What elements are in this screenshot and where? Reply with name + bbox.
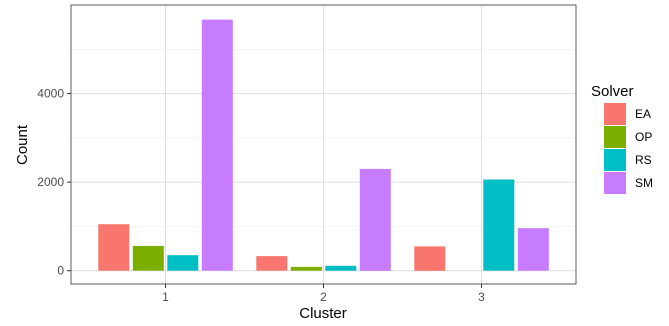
legend: Solver EA OP RS SM [591, 83, 653, 194]
x-axis-ticks: 1 2 3 [162, 284, 485, 304]
legend-key-ea [604, 103, 626, 125]
bar-ea-cluster-2 [256, 256, 288, 271]
legend-key-sm [604, 172, 626, 194]
bars [98, 19, 549, 271]
bar-rs-cluster-1 [167, 255, 199, 271]
legend-key-op [604, 126, 626, 148]
y-axis-ticks: 0 2000 4000 [37, 87, 71, 278]
y-axis-title: Count [14, 124, 31, 165]
bar-sm-cluster-2 [359, 168, 391, 271]
bar-rs-cluster-3 [483, 179, 515, 271]
bar-rs-cluster-2 [325, 265, 357, 271]
y-tick-label: 0 [57, 264, 64, 278]
bar-op-cluster-1 [132, 245, 164, 271]
legend-title: Solver [591, 83, 634, 100]
grid [71, 5, 576, 284]
x-tick-label: 3 [478, 290, 485, 304]
bar-ea-cluster-3 [414, 246, 446, 271]
bar-sm-cluster-1 [201, 19, 233, 271]
legend-key-rs [604, 149, 626, 171]
bar-op-cluster-2 [290, 266, 322, 271]
x-tick-label: 2 [320, 290, 327, 304]
x-tick-label: 1 [162, 290, 169, 304]
y-tick-label: 4000 [37, 87, 64, 101]
legend-label-rs: RS [635, 153, 652, 167]
bar-sm-cluster-3 [517, 228, 549, 271]
legend-label-ea: EA [635, 107, 651, 121]
bar-ea-cluster-1 [98, 224, 130, 271]
y-tick-label: 2000 [37, 175, 64, 189]
legend-label-sm: SM [635, 176, 653, 190]
x-axis-title: Cluster [299, 305, 347, 322]
legend-label-op: OP [635, 130, 652, 144]
